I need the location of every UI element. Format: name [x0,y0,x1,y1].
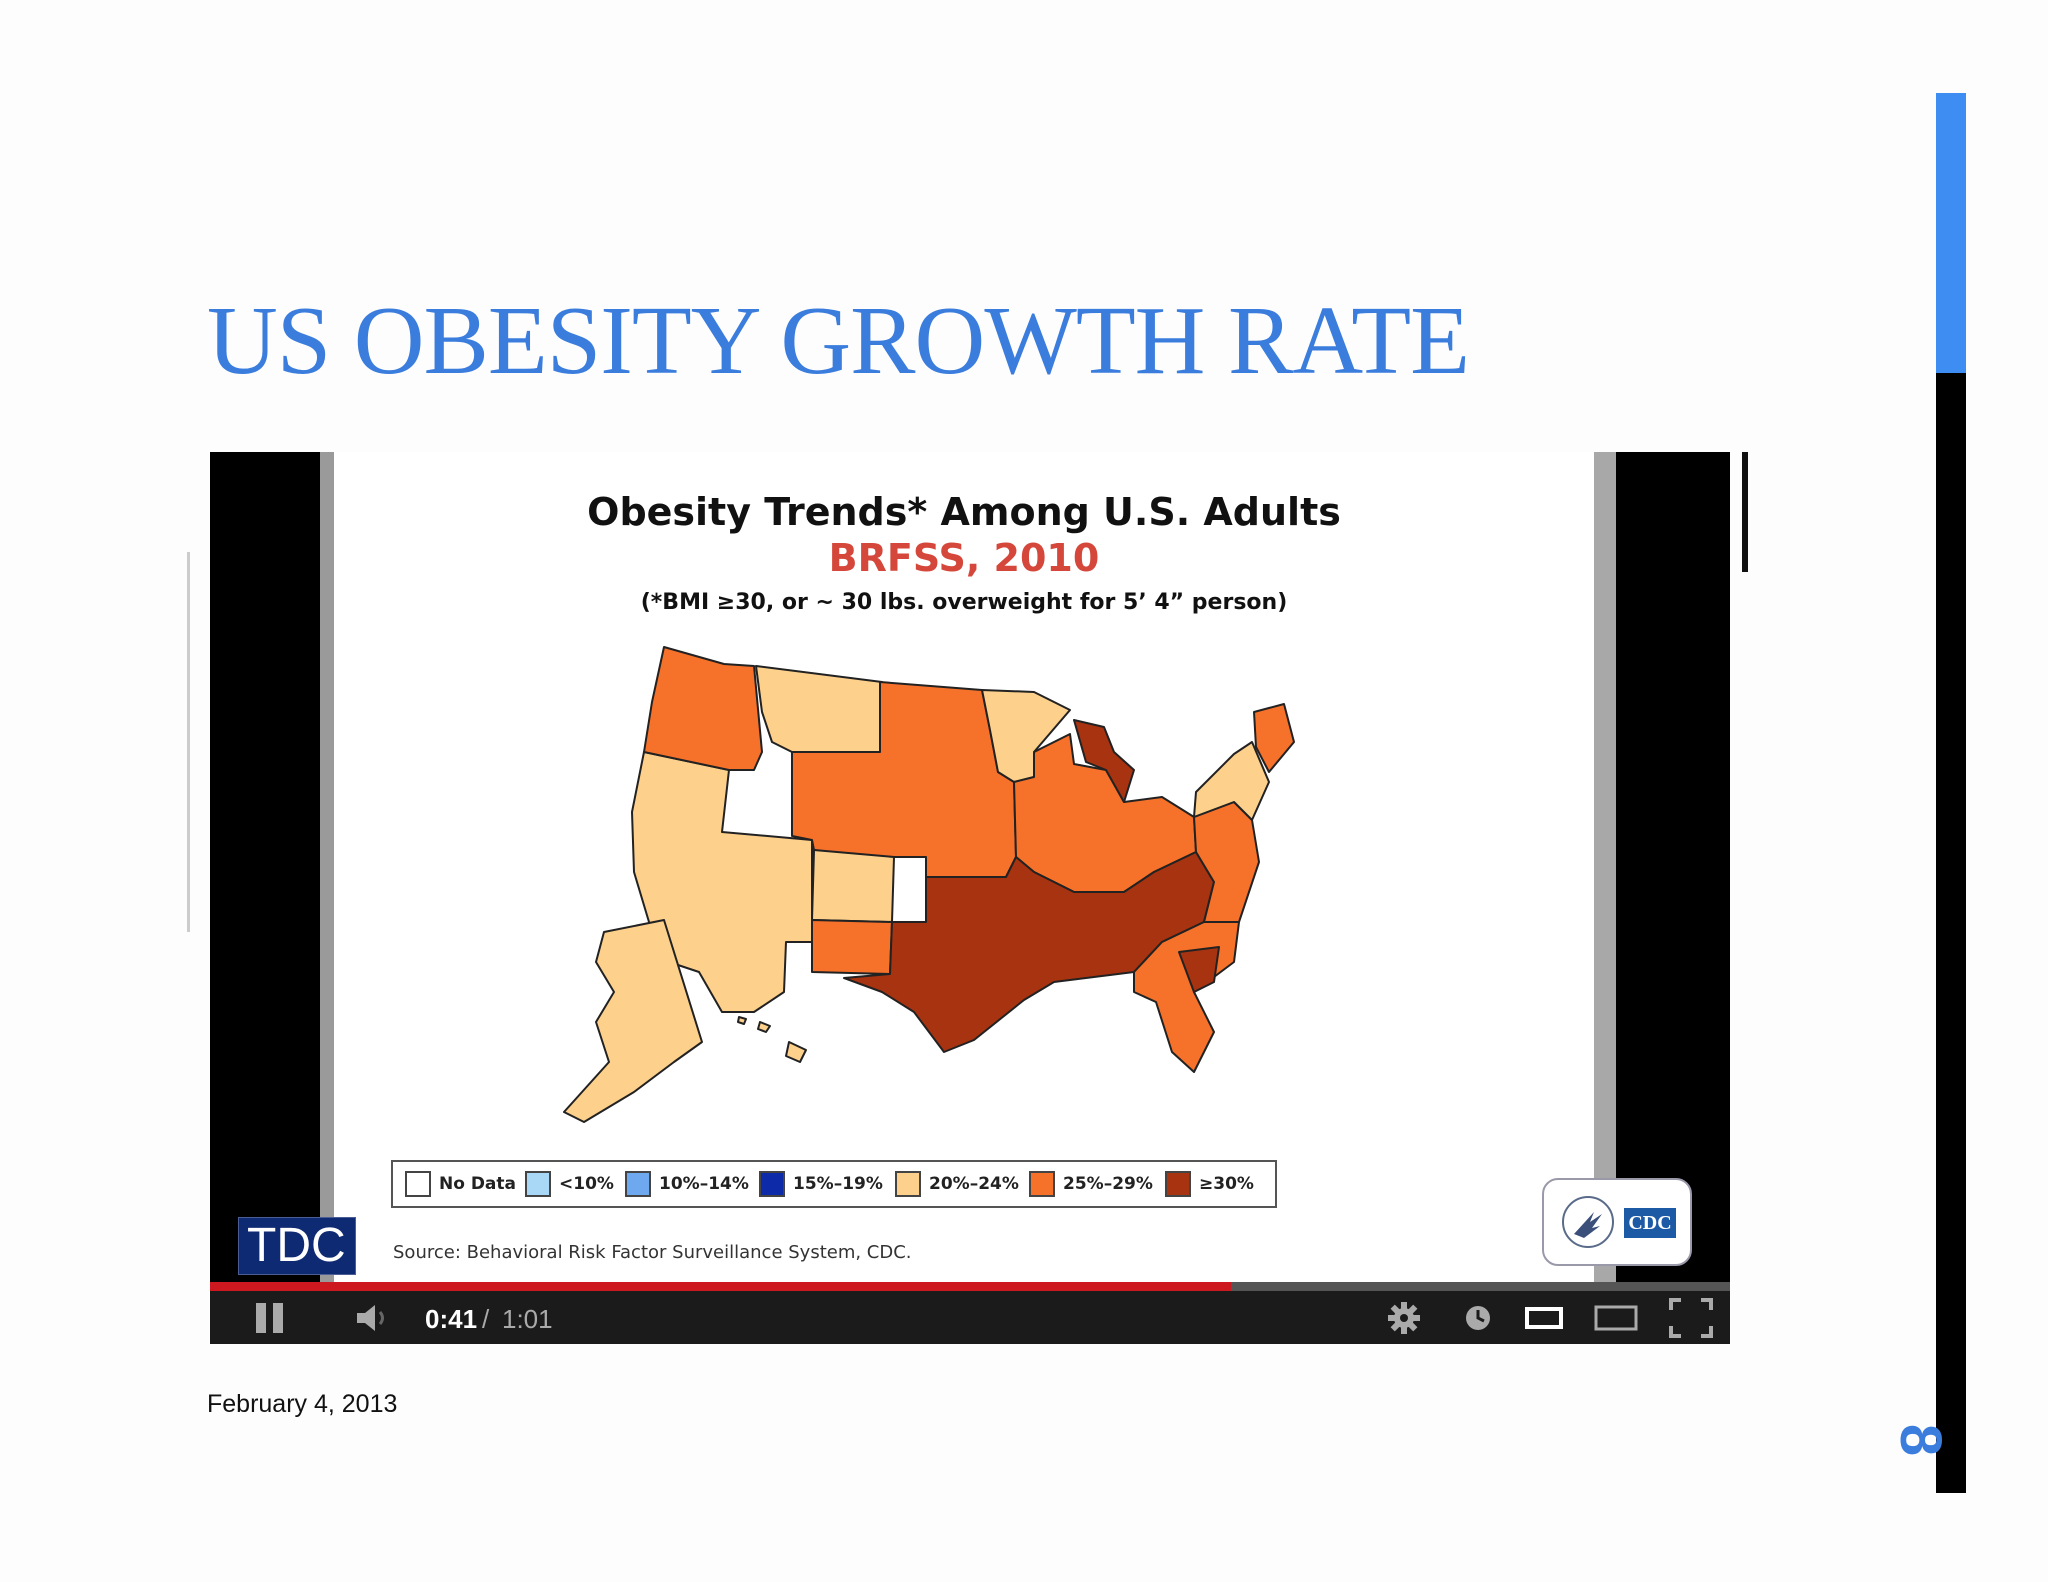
video-pillar [320,452,334,1282]
map-region-montana [755,665,883,753]
video-pillar [1594,452,1616,1282]
fullscreen-icon [1669,1297,1713,1338]
watch-later-button[interactable] [1460,1291,1496,1344]
chart-subtitle: BRFSS, 2010 [828,536,1100,580]
legend-item: 25%–29% [1029,1169,1153,1199]
map-region-northeast [1193,741,1270,821]
legend-item: No Data [405,1169,516,1199]
legend-label: 15%–19% [793,1174,883,1194]
legend-item: 10%–14% [625,1169,749,1199]
video-edge [1742,452,1748,572]
source-note: Source: Behavioral Risk Factor Surveilla… [393,1242,912,1263]
map-region-south-carolina [1178,946,1220,993]
pause-button[interactable] [250,1291,290,1344]
legend-swatch [525,1171,551,1197]
chart-note: (*BMI ≥30, or ~ 30 lbs. overweight for 5… [640,590,1288,615]
map-legend: No Data <10% 10%–14% 15%–19% 20%–24% 25%… [391,1160,1277,1208]
video-edge [187,552,190,932]
legend-label: No Data [439,1174,517,1194]
map-region-maine [1253,703,1295,773]
slide-date: February 4, 2013 [207,1390,398,1418]
large-player-button[interactable] [1592,1291,1640,1344]
clock-icon [1466,1305,1490,1330]
settings-button[interactable] [1382,1291,1426,1344]
legend-swatch [759,1171,785,1197]
map-region-michigan [1073,719,1135,803]
total-time: 1:01 [502,1304,553,1334]
us-obesity-map [563,646,1295,1123]
current-time: 0:41 [425,1304,478,1334]
map-region-west-light [631,751,813,1013]
slide-accent-bar [1936,93,1966,373]
progress-bar[interactable] [210,1282,1730,1291]
volume-button[interactable] [350,1291,396,1344]
legend-swatch [405,1171,431,1197]
legend-item: 15%–19% [759,1169,883,1199]
legend-label: <10% [559,1174,614,1194]
legend-swatch [625,1171,651,1197]
legend-item: 20%–24% [895,1169,1019,1199]
fullscreen-button[interactable] [1666,1291,1716,1344]
pause-icon [256,1302,283,1333]
progress-fill [210,1282,1232,1291]
chart-title: Obesity Trends* Among U.S. Adults [587,490,1341,534]
map-region-northwest [643,646,763,771]
map-region-colorado [811,849,895,923]
legend-item: <10% [525,1169,614,1199]
slide-side-bar [1936,373,1966,1493]
small-player-icon [1525,1306,1563,1329]
cdc-logo: CDC [1542,1178,1692,1266]
map-region-hawaii [737,1016,747,1025]
legend-item: ≥30% [1165,1169,1254,1199]
legend-label: 20%–24% [929,1174,1019,1194]
legend-swatch [895,1171,921,1197]
legend-label: 10%–14% [659,1174,749,1194]
map-region-hawaii [785,1041,807,1063]
volume-icon [357,1304,384,1331]
player-controls: 0:41 / 1:01 [210,1291,1730,1344]
map-region-new-mexico [811,919,893,975]
map-region-hawaii [757,1021,771,1033]
page-number: 8 [1888,1423,1953,1457]
slide-title: US OBESITY GROWTH RATE [207,287,1470,395]
time-separator: / [482,1304,490,1334]
video-frame: Obesity Trends* Among U.S. Adults BRFSS,… [334,452,1692,1282]
small-player-button[interactable] [1522,1291,1566,1344]
legend-swatch [1165,1171,1191,1197]
large-player-icon [1594,1305,1638,1330]
legend-swatch [1029,1171,1055,1197]
gear-icon [1388,1301,1420,1334]
cdc-badge: CDC [1624,1208,1676,1238]
channel-watermark: TDC [238,1217,356,1275]
hhs-eagle-icon [1562,1196,1614,1248]
legend-label: ≥30% [1199,1174,1254,1194]
map-region-alaska [563,919,703,1123]
legend-label: 25%–29% [1063,1174,1153,1194]
video-player[interactable]: Obesity Trends* Among U.S. Adults BRFSS,… [210,452,1730,1344]
